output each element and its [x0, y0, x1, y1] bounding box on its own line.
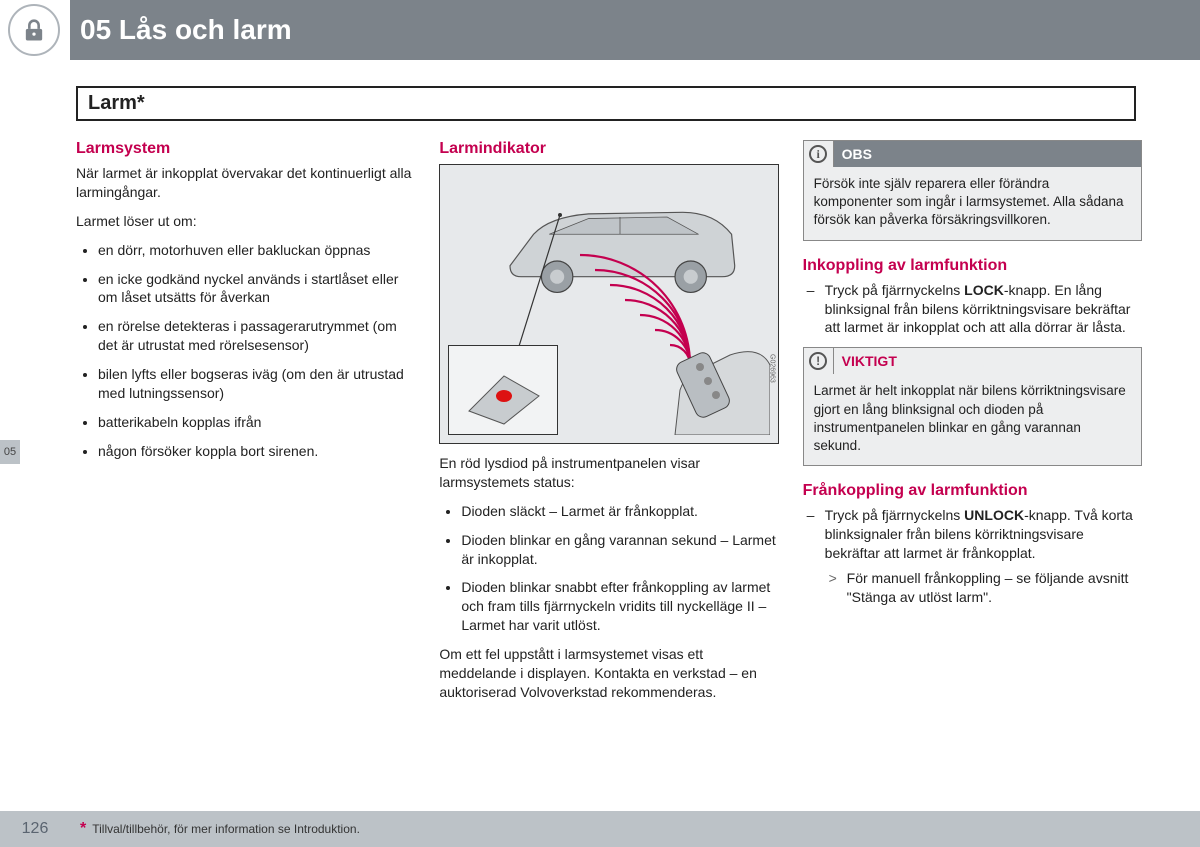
list-item: batterikabeln kopplas ifrån — [98, 413, 415, 432]
col2-bullets: Dioden släckt – Larmet är frånkopplat. D… — [439, 502, 778, 635]
chapter-title: 05 Lås och larm — [80, 14, 292, 46]
figure-code: G026963 — [769, 354, 776, 383]
list-item-text: Dioden blinkar snabbt efter frånkoppling… — [461, 579, 770, 633]
col1-bullets: en dörr, motorhuven eller bakluckan öppn… — [76, 241, 415, 461]
inkoppling-list: Tryck på fjärrnyckelns LOCK-knapp. En lå… — [803, 281, 1142, 338]
lock-label: LOCK — [964, 282, 1004, 298]
frankoppling-list: Tryck på fjärrnyckelns UNLOCK-knapp. Två… — [803, 506, 1142, 606]
important-icon: ! — [804, 348, 834, 374]
lock-icon — [8, 4, 60, 56]
section-title: Larm* — [88, 92, 1124, 115]
list-item: bilen lyfts eller bogseras iväg (om den … — [98, 365, 415, 403]
col1-p1: När larmet är inkopplat övervakar det ko… — [76, 164, 415, 202]
chapter-header: 05 Lås och larm — [70, 0, 1200, 60]
list-item: Dioden släckt – Larmet är frånkopplat. — [461, 502, 778, 521]
list-item: en dörr, motorhuven eller bakluckan öppn… — [98, 241, 415, 260]
note-viktigt: ! VIKTIGT Larmet är helt inkopplat när b… — [803, 347, 1142, 466]
col1-heading: Larmsystem — [76, 140, 415, 158]
note-obs: i OBS Försök inte själv reparera eller f… — [803, 140, 1142, 241]
page-number: 126 — [22, 820, 49, 838]
col2-p2: Om ett fel uppstått i larmsystemet visas… — [439, 645, 778, 702]
unlock-label: UNLOCK — [964, 507, 1024, 523]
alarm-indicator-figure: G026963 — [439, 164, 778, 444]
info-icon: i — [804, 141, 834, 167]
note-obs-title: OBS — [834, 141, 1141, 167]
footer: * Tillval/tillbehör, för mer information… — [70, 811, 1200, 847]
page-number-box: 126 — [0, 811, 70, 847]
column-1: Larmsystem När larmet är inkopplat överv… — [76, 140, 415, 712]
col2-heading: Larmindikator — [439, 140, 778, 158]
list-item: Dioden blinkar snabbt efter frånkoppling… — [461, 578, 778, 635]
list-item: en icke godkänd nyckel används i startlå… — [98, 270, 415, 308]
content-columns: Larmsystem När larmet är inkopplat överv… — [76, 140, 1142, 712]
list-item: en rörelse detekteras i passagerarutrymm… — [98, 317, 415, 355]
hand-remote-icon — [630, 325, 770, 435]
col2-p1: En röd lysdiod på instrumentpanelen visa… — [439, 454, 778, 492]
note-viktigt-body: Larmet är helt inkopplat när bilens körr… — [804, 374, 1141, 465]
footnote-text: Tillval/tillbehör, för mer information s… — [92, 822, 360, 836]
col3-heading-2: Frånkoppling av larmfunktion — [803, 482, 1142, 500]
manual-page: 05 Lås och larm 05 Larm* Larmsystem När … — [0, 0, 1200, 847]
list-item: någon försöker koppla bort sirenen. — [98, 442, 415, 461]
side-tab-label: 05 — [4, 446, 16, 458]
column-2: Larmindikator — [439, 140, 778, 712]
sub-item: För manuell frånkoppling – se följande a… — [825, 569, 1142, 607]
column-3: i OBS Försök inte själv reparera eller f… — [803, 140, 1142, 712]
led-inset — [448, 345, 558, 435]
col3-heading-1: Inkoppling av larmfunktion — [803, 257, 1142, 275]
col1-p2: Larmet löser ut om: — [76, 212, 415, 231]
section-heading-box: Larm* — [76, 86, 1136, 121]
list-item: Tryck på fjärrnyckelns UNLOCK-knapp. Två… — [803, 506, 1142, 606]
text-part: Tryck på fjärrnyckelns — [825, 507, 965, 523]
note-viktigt-title: VIKTIGT — [834, 348, 1141, 374]
footnote-star: * — [80, 820, 86, 838]
note-obs-body: Försök inte själv reparera eller förändr… — [804, 167, 1141, 240]
text-part: Tryck på fjärrnyckelns — [825, 282, 965, 298]
list-item: Tryck på fjärrnyckelns LOCK-knapp. En lå… — [803, 281, 1142, 338]
list-item: Dioden blinkar en gång varannan sekund –… — [461, 531, 778, 569]
side-tab: 05 — [0, 440, 20, 464]
